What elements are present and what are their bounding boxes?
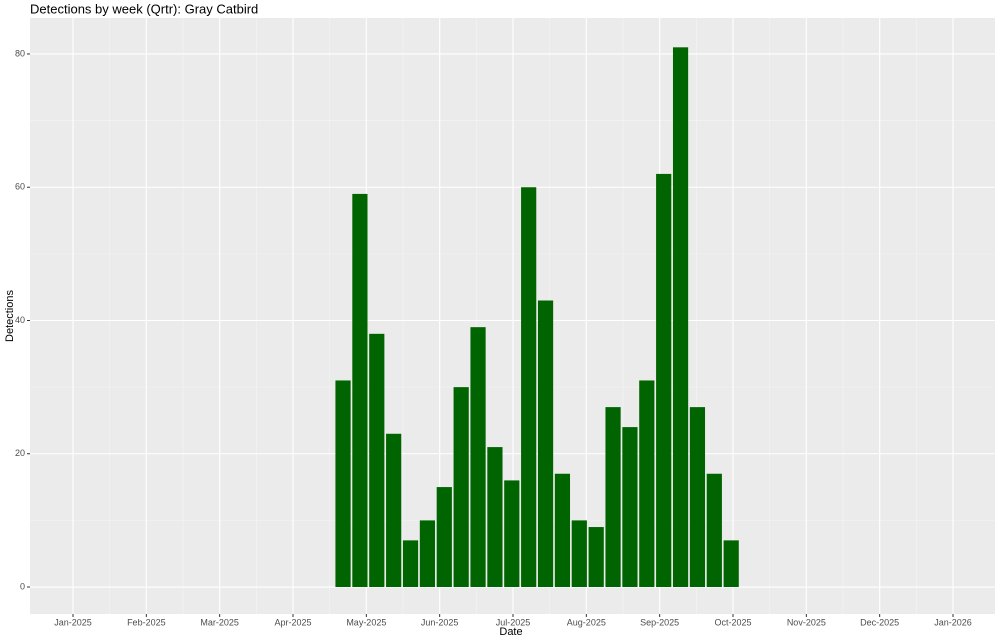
bar [537, 300, 554, 588]
bar [588, 527, 604, 588]
chart-title: Detections by week (Qrtr): Gray Catbird [30, 1, 258, 16]
x-tick-label: Aug-2025 [567, 617, 606, 627]
bar [436, 487, 452, 588]
bar [706, 473, 722, 588]
bar [639, 380, 655, 588]
bar [521, 187, 537, 588]
y-tick-label: 60 [15, 182, 25, 192]
bar [622, 427, 638, 588]
x-tick-label: May-2025 [346, 617, 386, 627]
x-tick-label: Feb-2025 [127, 617, 166, 627]
x-tick-label: Sep-2025 [640, 617, 679, 627]
bar [554, 473, 571, 588]
bar [335, 380, 351, 588]
bar [672, 47, 689, 588]
y-axis-label: Detections [4, 290, 16, 342]
x-tick-label: Dec-2025 [860, 617, 899, 627]
bar [487, 447, 503, 588]
bar [453, 387, 469, 588]
x-axis-label: Date [499, 626, 522, 638]
bar [689, 407, 706, 588]
y-tick-label: 80 [15, 48, 25, 58]
bar [386, 433, 402, 588]
bar [605, 407, 621, 588]
x-tick-label: Jun-2025 [421, 617, 459, 627]
bar [470, 327, 486, 588]
y-tick-label: 20 [15, 448, 25, 458]
bar [504, 480, 520, 588]
x-tick-label: Oct-2025 [714, 617, 751, 627]
x-tick-label: Jul-2025 [496, 617, 531, 627]
y-tick-label: 40 [15, 315, 25, 325]
x-tick-label: Nov-2025 [787, 617, 826, 627]
x-tick-label: Mar-2025 [200, 617, 239, 627]
bar [352, 193, 368, 588]
bar [656, 173, 672, 588]
x-tick-label: Jan-2025 [54, 617, 92, 627]
y-tick-label: 0 [20, 581, 25, 591]
bar [369, 333, 385, 588]
bar [571, 520, 587, 588]
x-tick-label: Apr-2025 [274, 617, 311, 627]
bar [723, 540, 739, 588]
bar [402, 540, 419, 588]
x-tick-label: Jan-2026 [934, 617, 972, 627]
bar [419, 520, 436, 588]
